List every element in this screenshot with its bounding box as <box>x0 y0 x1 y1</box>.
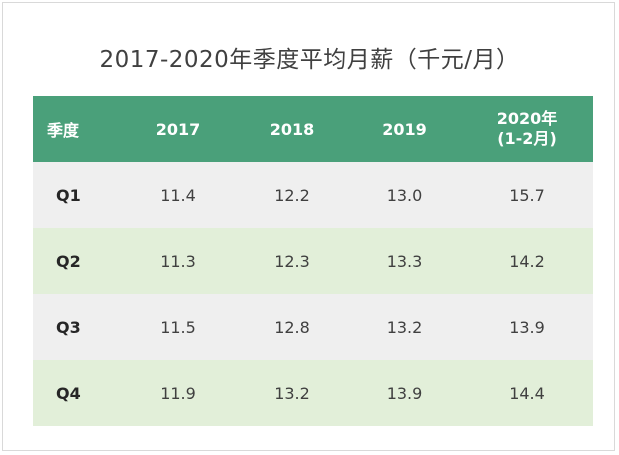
table-cell: 12.2 <box>274 185 310 205</box>
header-2020-line1: 2020年 <box>496 109 558 128</box>
table-cell: 13.9 <box>509 317 545 337</box>
table-cell: 14.4 <box>509 383 545 403</box>
header-2019: 2019 <box>382 119 427 139</box>
table-row: Q1 11.4 12.2 13.0 15.7 <box>33 162 593 228</box>
header-2018: 2018 <box>269 119 315 139</box>
table-cell: 11.3 <box>160 251 196 271</box>
table-row: Q3 11.5 12.8 13.2 13.9 <box>33 294 593 360</box>
table-cell: 13.0 <box>386 185 423 205</box>
header-2020: 2020年 (1-2月) <box>461 96 593 162</box>
row-quarter-label: Q4 <box>56 383 81 403</box>
header-2017: 2017 <box>155 119 201 139</box>
image-frame <box>2 2 615 451</box>
table-cell: 13.2 <box>386 317 423 337</box>
table-cell: 12.3 <box>274 251 310 271</box>
table-cell: 14.2 <box>509 251 545 271</box>
header-quarter: 季度 <box>47 121 80 140</box>
row-quarter-label: Q3 <box>56 317 81 337</box>
salary-table: 季度 2017 2018 2019 2020年 (1-2月) Q1 11.4 1… <box>33 96 593 426</box>
table-cell: 13.2 <box>274 383 310 403</box>
table-cell: 11.9 <box>160 383 196 403</box>
table-cell: 12.8 <box>274 317 310 337</box>
header-2020-line2: (1-2月) <box>497 129 557 148</box>
row-quarter-label: Q2 <box>56 251 81 271</box>
table-cell: 15.7 <box>509 185 545 205</box>
row-quarter-label: Q1 <box>56 185 81 205</box>
table-cell: 11.5 <box>160 317 196 337</box>
table-cell: 13.9 <box>386 383 423 403</box>
table-row: Q4 11.9 13.2 13.9 14.4 <box>33 360 593 426</box>
table-cell: 11.4 <box>160 185 196 205</box>
table-row: Q2 11.3 12.3 13.3 14.2 <box>33 228 593 294</box>
header-row: 季度 2017 2018 2019 2020年 (1-2月) <box>33 96 593 162</box>
table-title: 2017-2020年季度平均月薪（千元/月） <box>99 47 520 73</box>
table-cell: 13.3 <box>386 251 423 271</box>
